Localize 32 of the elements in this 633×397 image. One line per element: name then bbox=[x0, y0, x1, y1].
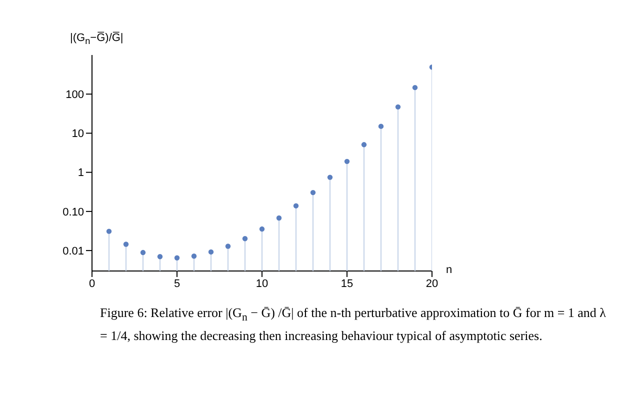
y-axis-title: |(G$_{n}$−G̅)/G̅| bbox=[70, 32, 124, 46]
point bbox=[310, 190, 316, 196]
x-axis-title: n bbox=[446, 264, 452, 276]
point bbox=[259, 226, 265, 232]
caption: Figure 6: Relative error |(G$_{n}$ − Ḡ) /Ḡ| of the n-th perturbative approximation to Ḡ for m = 1 and λ = 1/4, showing the decreasing then increasing behaviour typical of asymptotic series. bbox=[100, 304, 607, 344]
point bbox=[242, 236, 248, 242]
y-tick-label: 0.01 bbox=[62, 245, 84, 258]
x-tick-label: 15 bbox=[340, 278, 354, 290]
point bbox=[276, 215, 282, 221]
y-tick-label: 10 bbox=[72, 128, 84, 140]
y-tick-label: 0.10 bbox=[62, 206, 84, 218]
x-tick-label: 5 bbox=[174, 278, 180, 290]
y-tick-label: 100 bbox=[66, 89, 84, 102]
point bbox=[140, 250, 146, 256]
point bbox=[123, 242, 129, 247]
point bbox=[344, 158, 350, 164]
x-tick-label: 10 bbox=[256, 278, 268, 290]
point bbox=[106, 228, 112, 234]
point bbox=[225, 244, 231, 249]
point bbox=[395, 104, 401, 110]
point bbox=[191, 254, 197, 259]
x-tick-label: 0 bbox=[88, 278, 96, 290]
point bbox=[327, 174, 333, 180]
point bbox=[208, 249, 214, 255]
y-tick-label: 1 bbox=[78, 167, 84, 180]
point bbox=[157, 254, 163, 260]
point bbox=[412, 84, 418, 90]
point bbox=[174, 255, 180, 260]
point bbox=[378, 124, 384, 129]
point bbox=[361, 142, 367, 148]
x-tick-label: 20 bbox=[426, 278, 438, 290]
point bbox=[293, 203, 299, 208]
